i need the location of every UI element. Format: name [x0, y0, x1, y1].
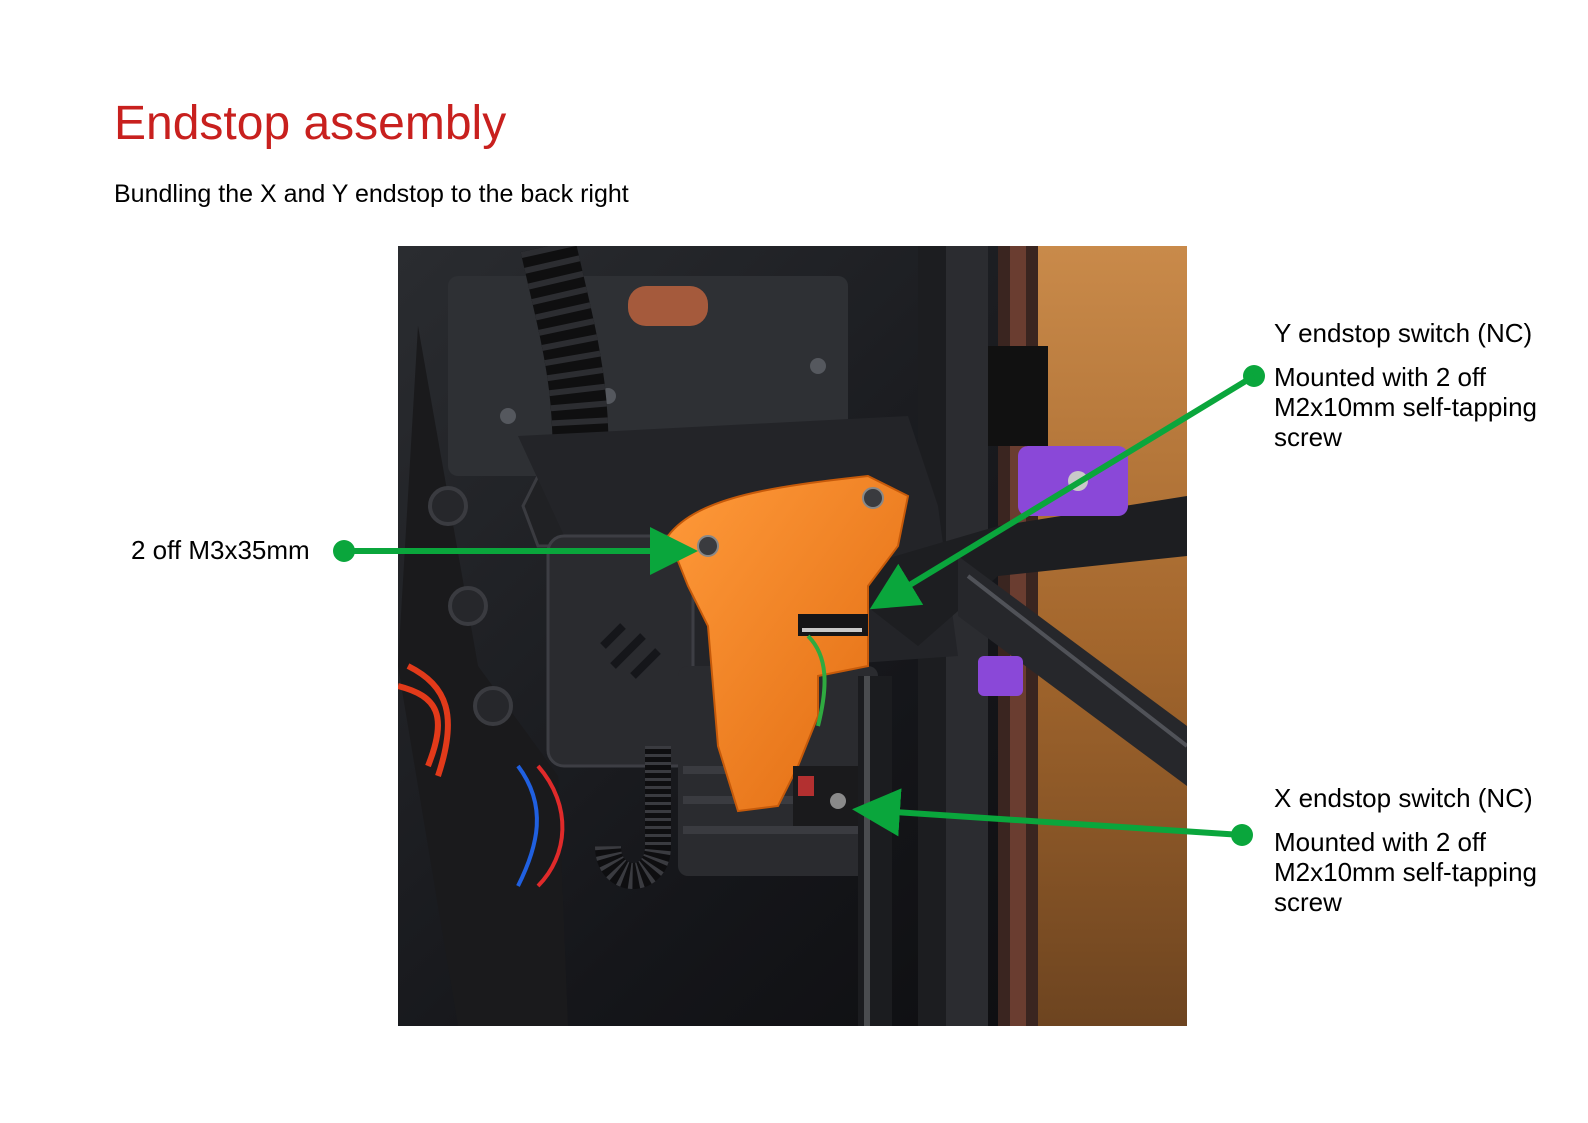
x-endstop-callout: X endstop switch (NC) Mounted with 2 off…: [1274, 783, 1537, 917]
page-subtitle: Bundling the X and Y endstop to the back…: [114, 180, 629, 208]
screws-label: 2 off M3x35mm: [131, 535, 310, 565]
x-endstop-line1: Mounted with 2 off: [1274, 827, 1486, 857]
page-title: Endstop assembly: [114, 97, 507, 150]
y-endstop-line1: Mounted with 2 off: [1274, 362, 1486, 392]
y-endstop-line3: screw: [1274, 422, 1342, 452]
y-endstop-callout: Y endstop switch (NC) Mounted with 2 off…: [1274, 318, 1537, 452]
endstop-assembly-photo: [398, 246, 1187, 1026]
y-endstop-line2: M2x10mm self-tapping: [1274, 392, 1537, 422]
y-endstop-heading: Y endstop switch (NC): [1274, 318, 1533, 348]
x-endstop-heading: X endstop switch (NC): [1274, 783, 1533, 813]
x-endstop-line2: M2x10mm self-tapping: [1274, 857, 1537, 887]
x-endstop-line3: screw: [1274, 887, 1342, 917]
